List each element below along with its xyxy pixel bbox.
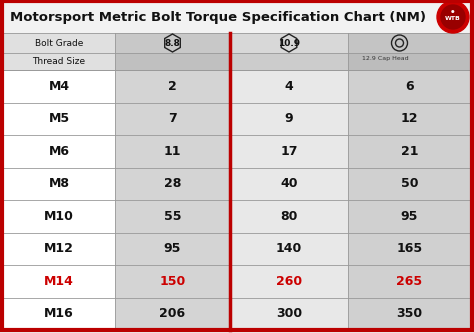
Text: 95: 95 <box>164 242 181 255</box>
Bar <box>348 33 471 53</box>
Text: 50: 50 <box>401 177 418 190</box>
Bar <box>115 167 230 200</box>
Bar <box>230 135 348 167</box>
Bar <box>385 275 394 284</box>
Bar <box>3 167 115 200</box>
Bar <box>230 70 348 103</box>
Text: M5: M5 <box>48 112 70 125</box>
Text: 2: 2 <box>168 80 177 93</box>
Text: 40: 40 <box>280 177 298 190</box>
Text: 28: 28 <box>164 177 181 190</box>
Bar <box>115 232 230 265</box>
Text: M12: M12 <box>44 242 74 255</box>
Text: 11: 11 <box>164 145 181 158</box>
Bar <box>115 33 230 53</box>
Text: 260: 260 <box>276 275 302 288</box>
Bar <box>230 33 348 53</box>
Bar <box>358 284 367 293</box>
Text: WTB: WTB <box>445 16 461 21</box>
Bar <box>3 232 115 265</box>
Bar <box>230 167 348 200</box>
Text: Thread Size: Thread Size <box>32 57 86 66</box>
Bar <box>3 135 115 167</box>
Bar <box>340 284 349 293</box>
Text: 6: 6 <box>405 80 414 93</box>
Text: 80: 80 <box>280 210 298 223</box>
Bar <box>367 275 376 284</box>
Text: 350: 350 <box>396 307 422 320</box>
Circle shape <box>441 5 465 29</box>
Bar <box>2 1 472 33</box>
Text: 9: 9 <box>285 112 293 125</box>
Text: M16: M16 <box>44 307 74 320</box>
Text: 300: 300 <box>276 307 302 320</box>
Bar <box>115 70 230 103</box>
Circle shape <box>437 1 469 33</box>
Text: ●: ● <box>451 10 455 14</box>
Text: 95: 95 <box>401 210 418 223</box>
Text: 21: 21 <box>401 145 418 158</box>
Bar <box>348 103 471 135</box>
Bar <box>348 232 471 265</box>
Bar <box>348 135 471 167</box>
Text: 17: 17 <box>280 145 298 158</box>
Text: 12.9 Cap Head: 12.9 Cap Head <box>362 56 409 61</box>
Bar <box>376 284 385 293</box>
Text: 4: 4 <box>284 80 293 93</box>
Bar <box>115 135 230 167</box>
Bar <box>403 275 412 284</box>
Text: 10.9: 10.9 <box>278 39 300 48</box>
Text: W: W <box>58 163 142 237</box>
Bar <box>3 103 115 135</box>
Bar <box>230 297 348 330</box>
Text: M8: M8 <box>48 177 70 190</box>
Text: MOTORSPORT: MOTORSPORT <box>102 237 298 261</box>
Bar <box>230 232 348 265</box>
Bar <box>348 265 471 297</box>
Text: 265: 265 <box>396 275 422 288</box>
Text: 12: 12 <box>401 112 418 125</box>
Bar <box>230 200 348 232</box>
Text: M14: M14 <box>44 275 74 288</box>
Bar <box>3 265 115 297</box>
Text: 7: 7 <box>168 112 177 125</box>
Text: 150: 150 <box>159 275 186 288</box>
Bar <box>230 103 348 135</box>
Text: M10: M10 <box>44 210 74 223</box>
Text: 8.8: 8.8 <box>164 39 181 48</box>
Bar <box>348 297 471 330</box>
Bar <box>3 70 115 103</box>
Bar <box>394 284 403 293</box>
Text: 140: 140 <box>276 242 302 255</box>
Bar <box>348 53 471 70</box>
Bar <box>3 33 115 70</box>
Bar <box>115 265 230 297</box>
Bar <box>348 200 471 232</box>
Text: M6: M6 <box>48 145 70 158</box>
Bar <box>340 266 349 275</box>
Bar <box>230 53 348 70</box>
Text: T: T <box>211 163 263 237</box>
Text: B: B <box>341 163 399 237</box>
Text: M4: M4 <box>48 80 70 93</box>
Text: 55: 55 <box>164 210 181 223</box>
Bar <box>349 275 358 284</box>
Bar <box>115 103 230 135</box>
Text: 165: 165 <box>396 242 422 255</box>
Bar <box>348 70 471 103</box>
Bar <box>3 200 115 232</box>
Bar <box>348 167 471 200</box>
Bar <box>376 266 385 275</box>
Bar <box>115 200 230 232</box>
Text: Motorsport Metric Bolt Torque Specification Chart (NM): Motorsport Metric Bolt Torque Specificat… <box>10 12 426 25</box>
Bar <box>3 297 115 330</box>
Text: 206: 206 <box>159 307 185 320</box>
Bar <box>358 266 367 275</box>
Bar <box>115 53 230 70</box>
Bar <box>394 266 403 275</box>
Text: Bolt Grade: Bolt Grade <box>35 39 83 48</box>
Bar <box>230 265 348 297</box>
Bar <box>115 297 230 330</box>
